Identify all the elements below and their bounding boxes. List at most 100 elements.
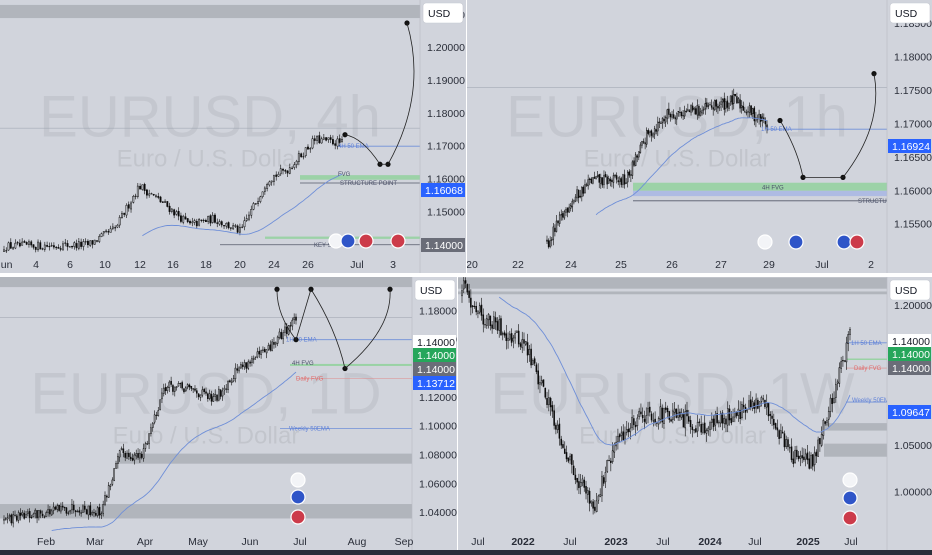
currency-button[interactable]: [889, 2, 931, 24]
zone-label: 4H 50 EMA: [338, 144, 369, 150]
candle-body: [238, 367, 240, 372]
candle-body: [220, 221, 223, 226]
candle-body: [696, 104, 699, 116]
y-tick-label: 1.16500: [894, 152, 932, 164]
candle-body: [196, 390, 198, 394]
currency-button[interactable]: [422, 2, 464, 24]
candle-body: [462, 280, 465, 290]
candle-body: [836, 381, 839, 384]
ema-50-line: [498, 296, 851, 446]
candle-body: [748, 105, 751, 113]
candle-body: [601, 475, 603, 497]
candle-body: [207, 393, 209, 399]
candle-body: [553, 410, 555, 426]
candle-body: [68, 246, 71, 248]
candle-body: [84, 505, 86, 510]
candle-body: [598, 174, 600, 183]
candle-body: [302, 156, 305, 158]
candle-body: [695, 428, 697, 433]
currency-button[interactable]: [889, 279, 931, 301]
candle-body: [630, 174, 632, 176]
candle-body: [55, 246, 58, 249]
candle-body: [30, 516, 33, 518]
candle-body: [726, 100, 729, 108]
candle-body: [214, 393, 216, 397]
candle-body: [140, 453, 143, 458]
candle-body: [624, 432, 626, 440]
candle-body: [168, 205, 171, 212]
candle-body: [838, 367, 841, 384]
candle-body: [771, 415, 773, 419]
candle-body: [25, 514, 27, 518]
candle-body: [549, 397, 552, 408]
candle-body: [702, 108, 705, 111]
x-tick-label: 20: [234, 259, 246, 271]
y-tick-label: 1.18000: [894, 51, 932, 63]
candle-body: [491, 324, 493, 329]
candle-body: [136, 185, 139, 197]
candle-body: [52, 506, 55, 511]
candle-body: [584, 184, 586, 194]
candle-body: [719, 413, 722, 424]
y-tick-label: 1.12000: [419, 392, 457, 404]
x-tick-label: 10: [99, 259, 111, 271]
candle-body: [19, 512, 22, 516]
candle-body: [638, 410, 640, 418]
candle-body: [316, 135, 318, 141]
candle-body: [249, 361, 251, 364]
candle-body: [767, 403, 770, 417]
candle-body: [289, 325, 292, 327]
candle-body: [640, 411, 642, 415]
y-tick-label: 1.17500: [894, 85, 932, 97]
candle-body: [707, 105, 710, 107]
split-horizontal: [0, 273, 932, 277]
candle-body: [9, 242, 12, 249]
candle-body: [652, 420, 655, 422]
ema-50-line: [595, 117, 768, 216]
candle-body: [551, 238, 553, 241]
candle-body: [291, 167, 294, 169]
candle-body: [173, 209, 176, 216]
candle-body: [25, 242, 28, 245]
candle-body: [286, 170, 289, 174]
candle-body: [109, 484, 112, 487]
candle-body: [639, 144, 642, 153]
watermark-subtitle: Euro / U.S. Dollar: [113, 423, 300, 450]
candle-body: [87, 505, 90, 516]
candle-body: [539, 382, 541, 385]
candle-body: [61, 505, 64, 508]
candle-body: [300, 153, 303, 158]
candle-body: [528, 348, 531, 355]
candle-body: [227, 222, 230, 229]
candle-body: [183, 388, 185, 393]
price-label-text: 1.09647: [892, 407, 930, 419]
candle-body: [563, 211, 566, 219]
candle-body: [148, 193, 151, 196]
candle-body: [129, 456, 132, 459]
candle-body: [735, 411, 738, 417]
candle-body: [96, 507, 99, 516]
candle-body: [649, 130, 651, 133]
candle-body: [164, 387, 167, 392]
candle-body: [487, 314, 490, 321]
candle-body: [148, 433, 150, 445]
candle-body: [618, 434, 621, 438]
candle-body: [516, 330, 518, 333]
candle-body: [691, 426, 694, 430]
candle-body: [121, 213, 123, 219]
currency-button[interactable]: [414, 279, 456, 301]
candle-body: [468, 290, 470, 298]
candle-body: [157, 196, 160, 198]
ema-50-line: [142, 173, 343, 237]
candle-body: [655, 129, 657, 132]
candle-body: [794, 449, 796, 464]
candle-body: [804, 453, 807, 460]
candle-body: [663, 118, 665, 122]
candle-body: [847, 334, 850, 344]
candle-body: [275, 342, 277, 345]
forecast-path: [779, 73, 877, 178]
candle-body: [661, 117, 664, 123]
candle-body: [186, 218, 189, 223]
candle-body: [91, 240, 94, 245]
